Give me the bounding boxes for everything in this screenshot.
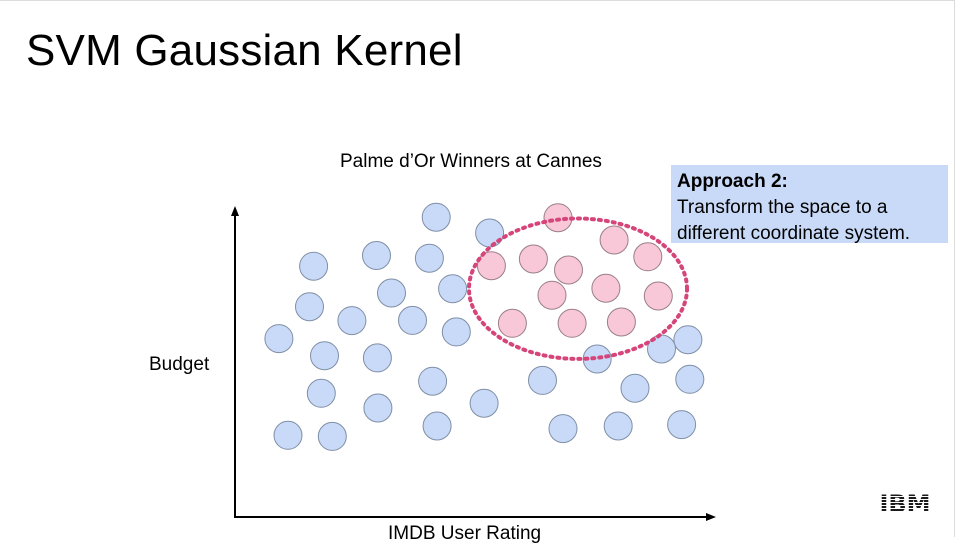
pink-point <box>557 308 587 338</box>
pink-point <box>476 251 506 281</box>
slide-title: SVM Gaussian Kernel <box>26 26 463 75</box>
pink-point <box>633 242 663 272</box>
blue-point <box>362 343 392 373</box>
blue-point <box>469 388 499 418</box>
blue-point <box>438 274 468 304</box>
approach-callout: Approach 2: Transform the space to a dif… <box>671 165 948 244</box>
pink-point <box>518 244 548 274</box>
blue-point <box>673 325 703 355</box>
blue-point <box>363 393 393 423</box>
blue-point <box>273 420 303 450</box>
ibm-logo-wordmark: IBM <box>879 491 930 515</box>
pink-point <box>497 308 527 338</box>
pink-point <box>591 273 621 303</box>
callout-heading: Approach 2: <box>677 171 788 192</box>
blue-point <box>475 218 505 248</box>
blue-point <box>548 414 578 444</box>
blue-point <box>310 341 339 371</box>
blue-point <box>306 378 336 408</box>
blue-point <box>422 411 452 441</box>
blue-point <box>441 317 471 347</box>
blue-point <box>398 305 427 335</box>
blue-point <box>337 306 367 336</box>
blue-point <box>377 278 406 308</box>
blue-point <box>528 365 557 395</box>
blue-point <box>295 292 324 322</box>
plot-axes <box>231 206 716 521</box>
x-axis-arrowhead <box>706 513 716 521</box>
blue-point <box>317 421 347 451</box>
pink-point <box>643 281 673 311</box>
pink-point <box>554 255 583 285</box>
blue-point <box>414 243 444 273</box>
blue-point <box>675 364 705 394</box>
y-axis-label: Budget <box>149 354 210 375</box>
blue-point <box>362 241 391 270</box>
blue-point <box>418 366 448 396</box>
blue-point <box>603 411 633 441</box>
x-axis-label: IMDB User Rating <box>388 523 542 544</box>
blue-point <box>264 324 294 354</box>
blue-point <box>667 410 697 440</box>
blue-point <box>421 202 451 232</box>
plot-marks <box>264 202 705 451</box>
pink-point <box>606 307 636 337</box>
pink-point <box>599 225 629 255</box>
callout-body: Transform the space to a different coord… <box>677 197 911 244</box>
blue-point <box>299 251 329 281</box>
y-axis-arrowhead <box>231 206 239 216</box>
kernel-boundary-circle <box>467 216 689 361</box>
blue-point <box>620 373 650 403</box>
ibm-logo: IBM <box>879 491 930 515</box>
chart-title: Palme d’Or Winners at Cannes <box>340 151 602 172</box>
pink-point <box>537 280 567 310</box>
